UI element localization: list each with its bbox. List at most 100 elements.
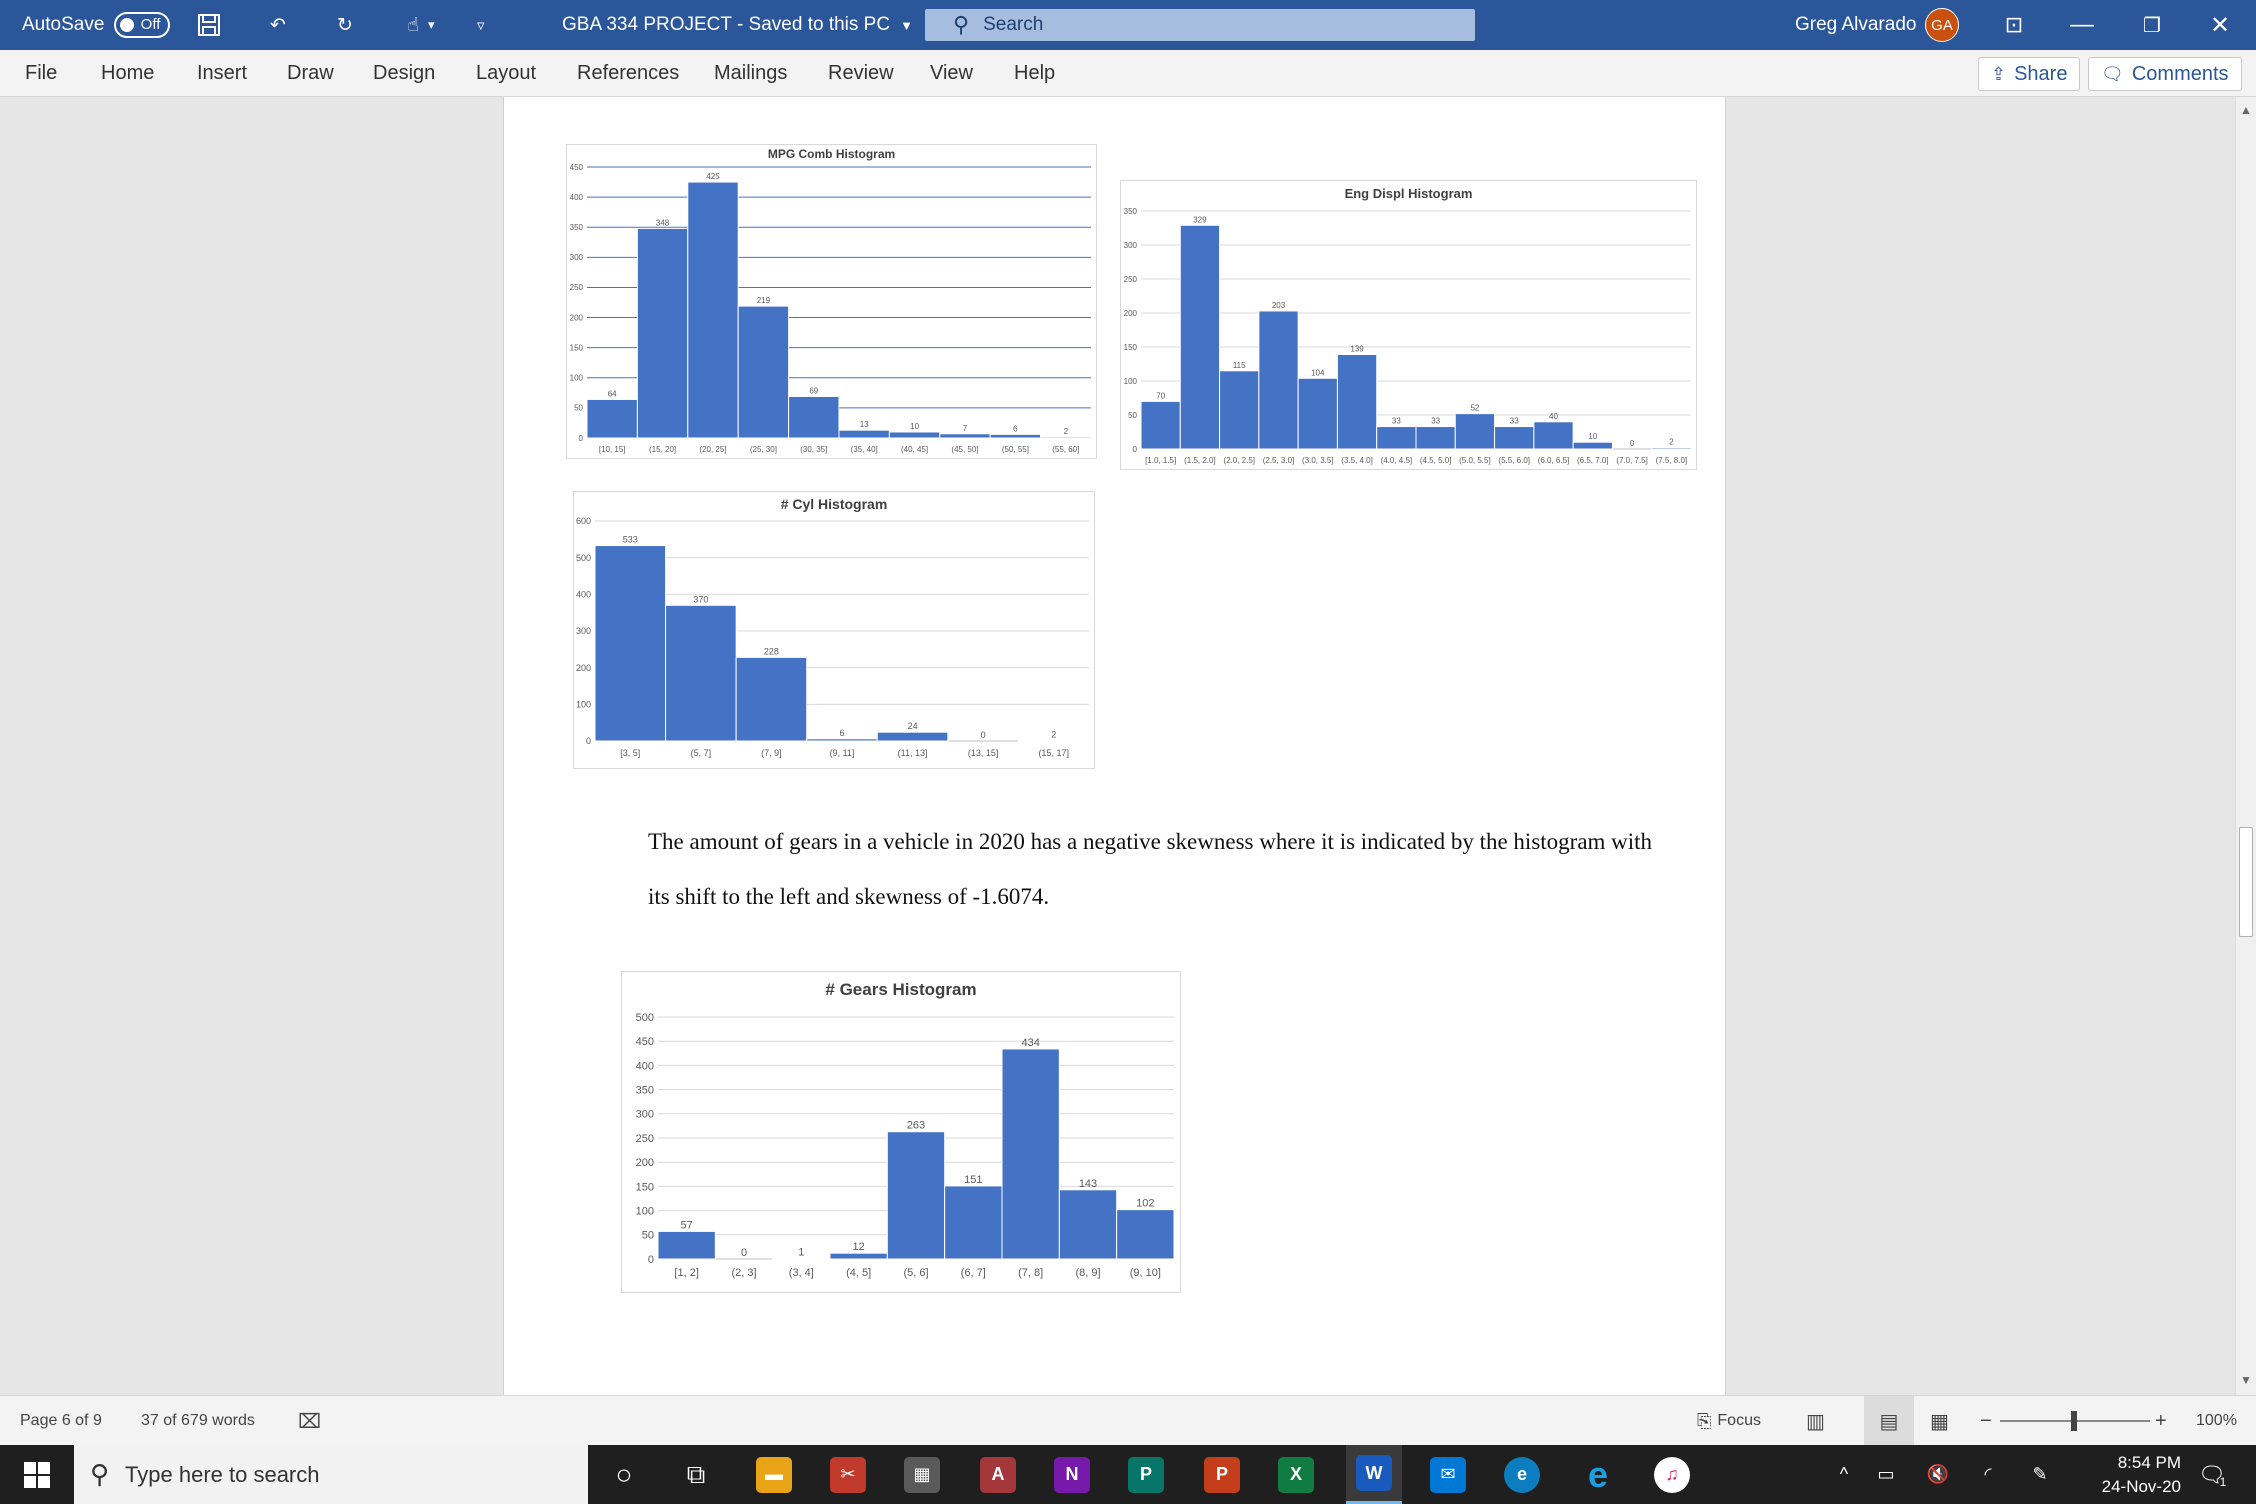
- y-tick-label: 200: [1124, 309, 1138, 318]
- scroll-down-icon[interactable]: ▼: [2240, 1373, 2252, 1387]
- wifi-icon[interactable]: ◜: [1984, 1464, 1992, 1484]
- task-view-icon[interactable]: ⧉: [686, 1458, 706, 1489]
- focus-button[interactable]: ⎘ Focus: [1697, 1396, 1761, 1446]
- restore-icon[interactable]: ❐: [2143, 14, 2161, 37]
- tab-design[interactable]: Design: [373, 62, 436, 84]
- document-title[interactable]: GBA 334 PROJECT - Saved to this PC ▼: [562, 0, 913, 50]
- x-tick-label: [1.0, 1.5]: [1145, 456, 1176, 465]
- eng-displ-histogram[interactable]: Eng Displ Histogram 0 50 100 150 200 250 300 350…: [1120, 180, 1697, 470]
- chevron-down-icon: ▼: [900, 17, 913, 33]
- internet-explorer-icon[interactable]: e: [1587, 1453, 1609, 1495]
- account-button[interactable]: GA: [1925, 0, 1959, 50]
- touch-mode-icon[interactable]: ☝: [407, 14, 419, 36]
- x-tick-label: (15, 20]: [649, 445, 676, 454]
- web-layout-icon[interactable]: ▦: [1930, 1410, 1949, 1433]
- pen-icon[interactable]: ✎: [2032, 1464, 2048, 1484]
- data-label: 40: [1549, 412, 1558, 421]
- word-count[interactable]: 37 of 679 words: [141, 1412, 255, 1429]
- close-icon[interactable]: ✕: [2209, 11, 2231, 39]
- x-tick-label: (11, 13]: [898, 748, 928, 758]
- y-tick-label: 250: [1124, 275, 1138, 284]
- tab-insert[interactable]: Insert: [197, 62, 248, 84]
- data-label: 0: [741, 1247, 747, 1259]
- comments-button[interactable]: 🗨 Comments: [2088, 57, 2242, 91]
- zoom-slider-thumb[interactable]: [2071, 1411, 2077, 1431]
- share-button[interactable]: ⇪ Share: [1978, 57, 2081, 91]
- page-indicator[interactable]: Page 6 of 9: [20, 1412, 102, 1429]
- tab-layout[interactable]: Layout: [476, 62, 537, 84]
- print-layout-icon[interactable]: ▤: [1864, 1396, 1914, 1446]
- gears-histogram[interactable]: # Gears Histogram 0 50 100 150 200 250 300 350 40…: [621, 971, 1181, 1293]
- vertical-scrollbar[interactable]: ▲ ▼: [2235, 97, 2256, 1395]
- redo-icon[interactable]: ↻: [337, 14, 353, 36]
- show-hidden-icons-icon[interactable]: ^: [1839, 1464, 1849, 1484]
- volume-muted-icon[interactable]: 🔇: [1926, 1464, 1950, 1484]
- search-icon: ⚲: [953, 12, 970, 37]
- zoom-out-button[interactable]: −: [1980, 1409, 1992, 1432]
- document-area[interactable]: MPG Comb Histogram 0 50 100 150 200 250 300 350 4…: [0, 97, 2235, 1395]
- tab-help[interactable]: Help: [1014, 62, 1056, 84]
- histogram-bar: [636, 227, 689, 439]
- tab-view[interactable]: View: [930, 62, 973, 84]
- y-tick-label: 0: [579, 434, 584, 443]
- autosave-toggle[interactable]: Off: [114, 12, 171, 38]
- read-mode-icon[interactable]: ▥: [1806, 1410, 1825, 1433]
- autosave-control[interactable]: AutoSave Off: [22, 0, 171, 50]
- cyl-histogram[interactable]: # Cyl Histogram 0 100 200 300 400 500 600 533 [3,…: [573, 491, 1095, 769]
- customize-toolbar-icon[interactable]: ▿: [477, 17, 485, 34]
- publisher-icon[interactable]: P: [1122, 1445, 1170, 1504]
- document-page[interactable]: MPG Comb Histogram 0 50 100 150 200 250 300 350 4…: [503, 97, 1726, 1395]
- mail-icon[interactable]: ✉: [1424, 1445, 1472, 1504]
- search-input[interactable]: ⚲ Search: [925, 9, 1475, 41]
- tab-file[interactable]: File: [25, 62, 58, 84]
- data-label: 69: [809, 386, 818, 395]
- file-explorer-icon[interactable]: ▬: [750, 1445, 798, 1504]
- zoom-in-button[interactable]: +: [2155, 1409, 2167, 1432]
- minimize-icon[interactable]: —: [2070, 11, 2094, 38]
- clock[interactable]: 8:54 PM 24-Nov-20: [2102, 1451, 2181, 1499]
- tab-home[interactable]: Home: [101, 62, 155, 84]
- avatar: GA: [1925, 8, 1959, 42]
- y-tick-label: 100: [1124, 377, 1138, 386]
- access-icon[interactable]: A: [974, 1445, 1022, 1504]
- search-placeholder: Search: [983, 14, 1044, 35]
- y-tick-label: 300: [576, 626, 591, 636]
- histogram-bar: [1533, 421, 1574, 450]
- word-icon[interactable]: W: [1346, 1445, 1402, 1504]
- proofing-icon[interactable]: ⌧: [298, 1410, 322, 1433]
- save-icon[interactable]: [189, 0, 229, 50]
- snipping-tool-icon[interactable]: ✂: [824, 1445, 872, 1504]
- body-paragraph[interactable]: The amount of gears in a vehicle in 2020…: [648, 829, 1653, 909]
- undo-icon[interactable]: ↶: [270, 14, 286, 36]
- edge-icon[interactable]: e: [1498, 1445, 1546, 1504]
- histogram-bar: [1454, 413, 1496, 450]
- scroll-up-icon[interactable]: ▲: [2240, 103, 2252, 117]
- excel-icon[interactable]: X: [1272, 1445, 1320, 1504]
- x-tick-label: (8, 9]: [1075, 1267, 1100, 1279]
- taskbar-search-input[interactable]: ⚲ Type here to search: [74, 1445, 588, 1504]
- calculator-icon[interactable]: ▦: [898, 1445, 946, 1504]
- mpg-comb-histogram[interactable]: MPG Comb Histogram 0 50 100 150 200 250 300 350 4…: [566, 144, 1097, 459]
- zoom-level[interactable]: 100%: [2196, 1412, 2237, 1429]
- scroll-thumb[interactable]: [2239, 827, 2253, 937]
- onenote-icon[interactable]: N: [1048, 1445, 1096, 1504]
- start-button[interactable]: [0, 1445, 74, 1504]
- tab-mailings[interactable]: Mailings: [714, 62, 788, 84]
- cortana-icon[interactable]: ○: [615, 1458, 633, 1490]
- touch-mode-dropdown-icon[interactable]: ▾: [428, 17, 435, 32]
- user-name[interactable]: Greg Alvarado: [1795, 14, 1917, 35]
- itunes-icon[interactable]: ♫: [1648, 1445, 1696, 1504]
- y-tick-label: 200: [570, 313, 584, 322]
- x-tick-label: (20, 25]: [699, 445, 726, 454]
- tab-references[interactable]: References: [577, 62, 680, 84]
- powerpoint-icon[interactable]: P: [1198, 1445, 1246, 1504]
- tab-review[interactable]: Review: [828, 62, 894, 84]
- data-label: 2: [1669, 438, 1674, 447]
- tab-draw[interactable]: Draw: [287, 62, 334, 84]
- battery-icon[interactable]: ▭: [1877, 1464, 1895, 1484]
- histogram-bar: [1572, 441, 1613, 450]
- notifications-icon[interactable]: 🗨 1: [2197, 1461, 2227, 1489]
- ribbon-display-options-icon[interactable]: ⊡: [2004, 12, 2024, 37]
- data-label: 143: [1079, 1178, 1097, 1190]
- data-label: 434: [1021, 1037, 1039, 1049]
